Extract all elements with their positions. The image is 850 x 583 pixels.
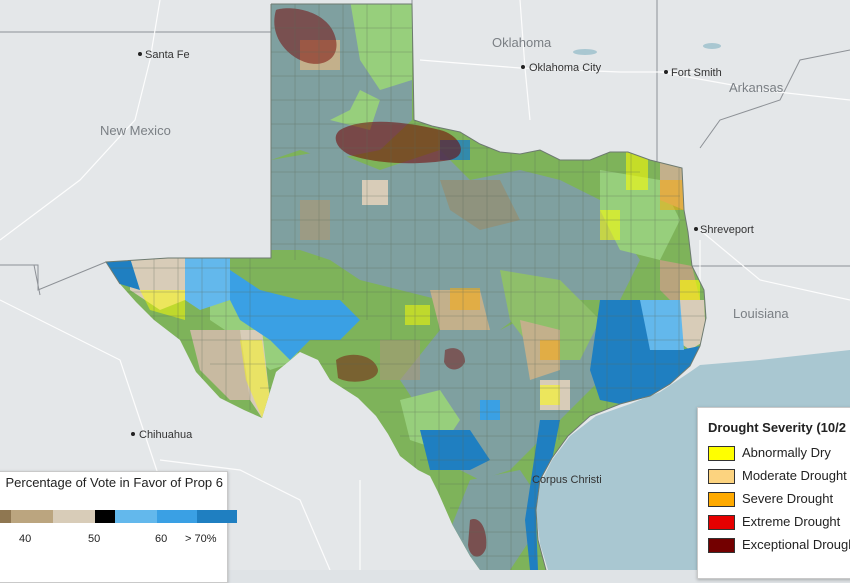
county-region <box>240 330 270 418</box>
county-region <box>350 4 412 90</box>
label-chihuahua: Chihuahua <box>139 429 193 441</box>
drought-area <box>140 290 185 320</box>
county-region <box>440 180 520 230</box>
label-new-mexico: New Mexico <box>100 123 171 138</box>
label-fort-smith: Fort Smith <box>671 67 722 79</box>
drought-area <box>405 305 430 325</box>
city-markers <box>131 52 698 436</box>
vote-scale-cell <box>53 510 95 523</box>
vote-scale-cell <box>11 510 53 523</box>
label-corpus-christi: Corpus Christi <box>532 474 602 486</box>
city-dot <box>131 432 135 436</box>
label-oklahoma: Oklahoma <box>492 35 552 50</box>
drought-swatch <box>708 469 735 484</box>
lake <box>703 43 721 49</box>
drought-legend-label: Moderate Drought <box>742 468 847 483</box>
vote-tick-label: 40 <box>19 533 32 545</box>
drought-legend-label: Abnormally Dry <box>742 445 831 460</box>
vote-scale-cell <box>0 510 11 523</box>
county-region <box>185 258 230 310</box>
drought-area <box>540 340 560 360</box>
county-region <box>380 340 420 380</box>
drought-area <box>540 385 560 405</box>
state-borders <box>0 0 850 296</box>
label-shreveport: Shreveport <box>700 224 754 236</box>
drought-area <box>660 180 684 210</box>
drought-area <box>626 150 648 190</box>
county-region <box>362 180 388 205</box>
county-region <box>106 258 140 290</box>
drought-legend-title: Drought Severity (10/2 <box>708 420 846 435</box>
county-region <box>590 300 700 404</box>
city-dot <box>694 227 698 231</box>
drought-severity-legend: Drought Severity (10/2 Abnormally Dry Mo… <box>697 407 850 579</box>
vote-scale-cell <box>197 510 237 523</box>
vote-tick-label: 50 <box>88 533 101 545</box>
vote-scale-cell <box>157 510 197 523</box>
county-region <box>640 300 684 350</box>
city-dot <box>521 65 525 69</box>
vote-tick-label: 60 <box>155 533 168 545</box>
vote-legend-title: Percentage of Vote in Favor of Prop 6 <box>5 475 223 490</box>
drought-area <box>274 8 337 64</box>
vote-scale-cell <box>115 510 157 523</box>
label-oklahoma-city: Oklahoma City <box>529 62 602 74</box>
drought-swatch <box>708 446 735 461</box>
vote-tick-label: > 70% <box>185 533 217 545</box>
county-region <box>480 400 500 420</box>
city-dot <box>664 70 668 74</box>
drought-swatch <box>708 492 735 507</box>
city-dot <box>138 52 142 56</box>
lake <box>573 49 597 55</box>
drought-area <box>600 210 620 240</box>
vote-percentage-legend: Percentage of Vote in Favor of Prop 6 40… <box>0 471 237 583</box>
drought-swatch <box>708 515 735 530</box>
vote-scale-cell <box>95 510 115 523</box>
county-region <box>230 270 360 360</box>
drought-area <box>468 519 487 557</box>
texas-border <box>105 3 707 570</box>
drought-swatch <box>708 538 735 553</box>
drought-legend-label: Severe Drought <box>742 491 834 506</box>
label-arkansas: Arkansas <box>729 80 784 95</box>
drought-area <box>680 280 700 300</box>
county-grid <box>106 4 706 570</box>
label-santa-fe: Santa Fe <box>145 49 190 61</box>
drought-area <box>240 340 270 418</box>
drought-legend-label: Extreme Drought <box>742 514 841 529</box>
vote-color-scale <box>0 510 237 523</box>
drought-area <box>450 288 480 310</box>
drought-legend-label: Exceptional Drought <box>742 537 850 552</box>
label-louisiana: Louisiana <box>733 306 789 321</box>
drought-area <box>336 354 378 382</box>
